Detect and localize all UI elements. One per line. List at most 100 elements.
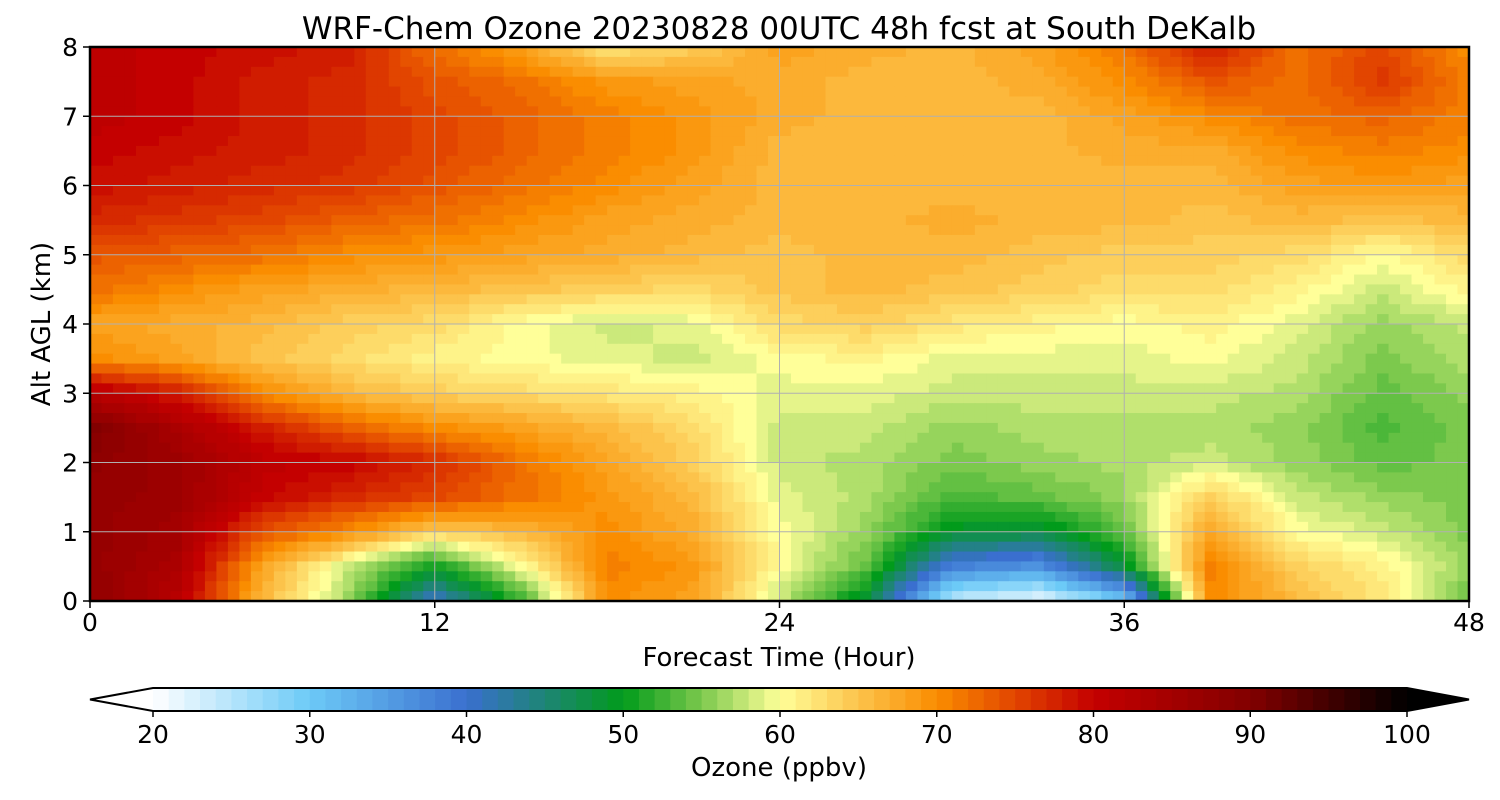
contour-cell: [90, 314, 103, 325]
contour-cell: [813, 314, 827, 325]
contour-cell: [273, 452, 286, 464]
contour-cell: [101, 225, 114, 236]
contour-cell: [1055, 324, 1068, 335]
contour-cell: [388, 452, 401, 464]
contour-cell: [331, 175, 344, 187]
contour-cell: [469, 66, 482, 78]
contour-cell: [538, 274, 551, 286]
contour-cell: [618, 116, 631, 127]
contour-cell: [549, 116, 562, 127]
contour-cell: [595, 264, 608, 276]
contour-cell: [1204, 403, 1217, 414]
contour-cell: [446, 393, 459, 404]
contour-cell: [768, 96, 781, 107]
contour-cell: [1331, 225, 1344, 236]
contour-cell: [434, 155, 447, 167]
contour-cell: [1147, 215, 1160, 226]
contour-cell: [699, 383, 712, 394]
contour-cell: [319, 86, 332, 98]
contour-cell: [1239, 284, 1252, 295]
contour-cell: [618, 314, 631, 325]
contour-cell: [147, 106, 160, 117]
contour-cell: [1250, 126, 1263, 137]
contour-cell: [630, 175, 643, 187]
contour-cell: [124, 403, 137, 414]
contour-cell: [584, 215, 597, 226]
contour-cell: [1089, 86, 1102, 98]
contour-cell: [1158, 422, 1171, 434]
contour-cell: [779, 284, 792, 295]
contour-cell: [124, 185, 137, 196]
contour-cell: [1365, 373, 1378, 384]
contour-cell: [1101, 215, 1114, 226]
contour-cell: [1135, 343, 1148, 355]
contour-cell: [170, 432, 183, 444]
contour-cell: [1020, 47, 1033, 58]
contour-cell: [515, 432, 528, 444]
contour-cell: [457, 383, 470, 394]
contour-cell: [1124, 215, 1137, 226]
contour-cell: [894, 155, 907, 167]
contour-cell: [411, 373, 424, 384]
contour-cell: [1066, 76, 1079, 88]
contour-cell: [1354, 56, 1367, 68]
contour-cell: [1066, 86, 1079, 98]
contour-cell: [653, 215, 666, 226]
contour-cell: [331, 116, 344, 127]
contour-cell: [1193, 215, 1206, 226]
contour-cell: [411, 304, 424, 315]
contour-cell: [699, 215, 712, 226]
contour-cell: [469, 56, 482, 68]
contour-cell: [342, 324, 355, 335]
contour-cell: [825, 205, 838, 216]
contour-cell: [308, 165, 321, 177]
contour-cell: [1124, 264, 1137, 276]
contour-cell: [951, 47, 964, 58]
contour-cell: [1216, 373, 1229, 384]
contour-cell: [170, 175, 183, 187]
contour-cell: [308, 422, 321, 434]
contour-cell: [951, 442, 964, 454]
contour-cell: [997, 47, 1010, 58]
contour-cell: [1319, 86, 1332, 98]
contour-cell: [492, 234, 505, 246]
contour-cell: [388, 343, 401, 355]
contour-cell: [813, 47, 827, 58]
contour-cell: [1377, 403, 1390, 414]
contour-cell: [974, 116, 987, 127]
contour-cell: [423, 145, 436, 157]
contour-cell: [1423, 116, 1436, 127]
contour-cell: [388, 264, 401, 276]
contour-cell: [653, 432, 666, 444]
contour-cell: [308, 96, 321, 107]
contour-cell: [859, 56, 873, 68]
contour-cell: [503, 363, 516, 375]
contour-cell: [411, 136, 424, 147]
contour-cell: [1170, 66, 1183, 78]
contour-cell: [986, 205, 999, 216]
contour-cell: [1227, 234, 1240, 246]
contour-cell: [158, 215, 172, 226]
contour-cell: [1308, 442, 1321, 454]
contour-cell: [1400, 106, 1413, 117]
contour-cell: [561, 195, 574, 206]
contour-cell: [1423, 106, 1436, 117]
contour-cell: [388, 225, 401, 236]
contour-cell: [1250, 66, 1263, 78]
contour-cell: [342, 274, 355, 286]
contour-cell: [1227, 96, 1240, 107]
contour-cell: [101, 403, 114, 414]
contour-cell: [997, 393, 1010, 404]
contour-cell: [1009, 422, 1022, 434]
contour-cell: [894, 403, 907, 414]
contour-cell: [1250, 274, 1263, 286]
contour-cell: [722, 363, 735, 375]
contour-cell: [457, 175, 470, 187]
contour-cell: [1400, 116, 1413, 127]
contour-cell: [112, 393, 126, 404]
contour-cell: [963, 244, 976, 256]
contour-cell: [630, 205, 643, 216]
contour-cell: [733, 106, 746, 117]
contour-cell: [1331, 343, 1344, 355]
contour-cell: [135, 205, 149, 216]
